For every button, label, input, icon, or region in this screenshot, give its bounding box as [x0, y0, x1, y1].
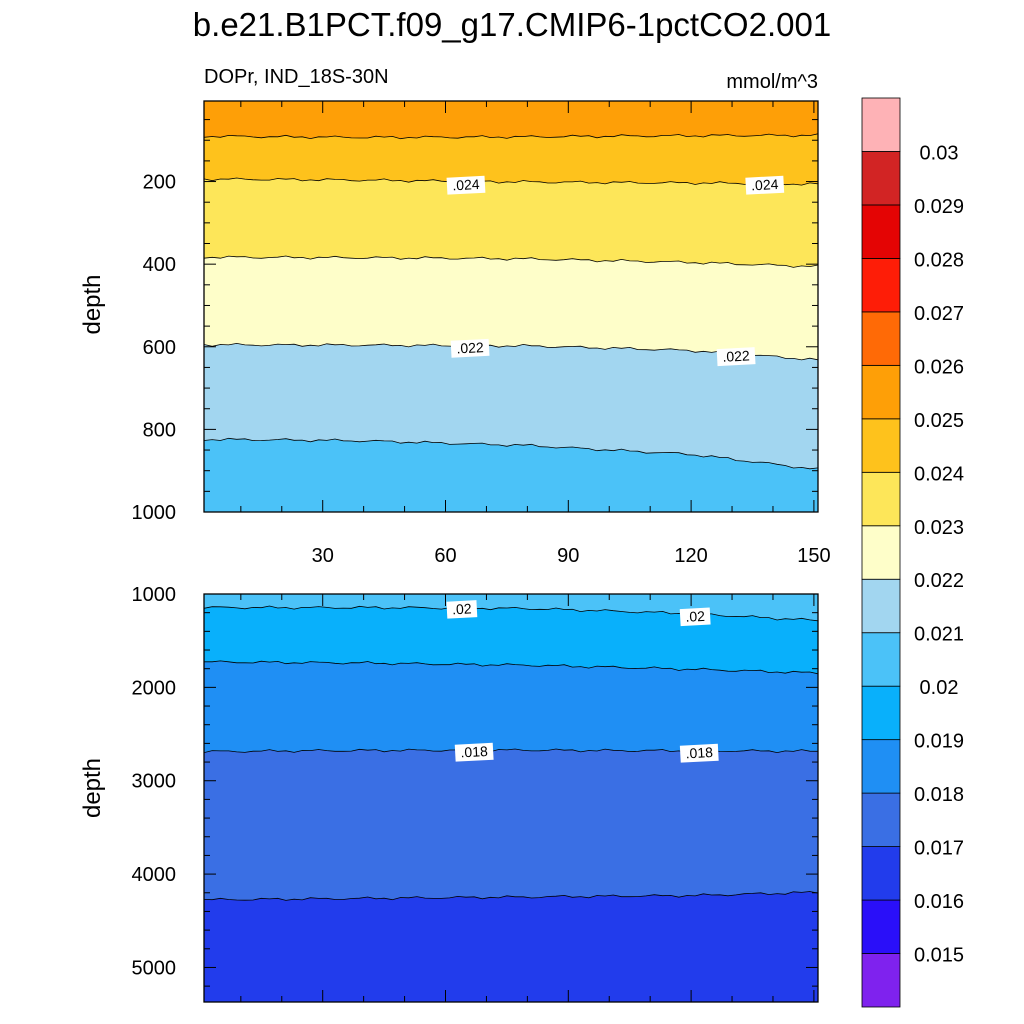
- colorbar-swatch: [861, 258, 901, 313]
- colorbar-swatch: [861, 846, 901, 901]
- contour-label-text: .018: [685, 744, 713, 761]
- x-tick-label: 90: [557, 545, 579, 567]
- y-tick-label: 800: [143, 419, 176, 441]
- colorbar-label: 0.015: [914, 945, 964, 967]
- contour-line-0.017: [204, 891, 818, 901]
- y-tick-label: 2000: [132, 677, 177, 699]
- x-tick-label: 60: [434, 545, 456, 567]
- x-tick-label: 120: [674, 545, 707, 567]
- colorbar-swatch: [861, 792, 901, 847]
- contour-label-text: .024: [452, 176, 480, 193]
- colorbar-label: 0.026: [914, 356, 964, 378]
- y-tick-label: 600: [143, 337, 176, 359]
- contour-label: .022: [450, 338, 490, 358]
- contour-label-box: [716, 347, 756, 367]
- colorbar-swatch: [861, 632, 901, 687]
- lower-panel: .02 .02 .018 .018 1000 2000 3000 4000 5000 depth: [79, 584, 819, 1003]
- y-tick-label: 3000: [132, 771, 177, 793]
- contour-line-0.02: [204, 605, 818, 622]
- contour-label-box: [454, 742, 494, 762]
- contour-label-text: .022: [722, 347, 750, 364]
- fill-band-0.017: [204, 891, 818, 1002]
- contour-label-text: .018: [460, 743, 488, 760]
- fill-band-0.021: [204, 438, 818, 512]
- x-tick-label: 150: [797, 545, 830, 567]
- colorbar-swatch: [861, 899, 901, 954]
- y-tick-label: 5000: [132, 957, 177, 979]
- contour-line-0.021: [204, 437, 818, 470]
- contour-label-box: [446, 175, 486, 195]
- contour-label: .024: [745, 175, 785, 195]
- colorbar-swatch: [861, 311, 901, 366]
- colorbar-swatch: [861, 204, 901, 259]
- plot-frame: [203, 100, 819, 513]
- contour-line-0.023: [204, 255, 818, 268]
- contour-label: .018: [454, 742, 494, 762]
- y-tick-label: 200: [143, 172, 176, 194]
- contour-line-0.019: [204, 660, 818, 675]
- contour-label: .022: [716, 347, 756, 367]
- y-tick-label: 1000: [132, 502, 177, 524]
- upper-panel: .024 .024 .022 .022 200 400 600 800 1000 30 60 90 12…: [79, 100, 831, 567]
- colorbar-label: 0.023: [914, 517, 964, 539]
- contour-label-box: [679, 607, 711, 627]
- plot-area: [204, 594, 818, 1002]
- colorbar-label: 0.028: [914, 249, 964, 271]
- colorbar-swatch: [861, 471, 901, 527]
- y-axis-label: depth: [79, 274, 106, 334]
- plot-area: [204, 101, 818, 512]
- contour-label: .02: [679, 607, 711, 627]
- contour-label-text: .022: [456, 339, 484, 356]
- colorbar-label: 0.022: [914, 570, 964, 592]
- colorbar-label: 0.025: [914, 410, 964, 432]
- colorbar-swatch: [861, 364, 901, 420]
- contour-label-text: .024: [751, 176, 779, 193]
- contour-label-box: [679, 743, 719, 763]
- left-subtitle: DOPr, IND_18S-30N: [204, 66, 389, 88]
- colorbar-swatch: [861, 578, 901, 634]
- colorbar-swatch: [861, 685, 901, 741]
- contour-line-0.024: [204, 177, 818, 186]
- colorbar-label: 0.019: [914, 731, 964, 753]
- colorbar: 0.015 0.016 0.017 0.018 0.019 0.02 0.021 0.022 0…: [861, 97, 964, 1008]
- contour-label-text: .02: [452, 600, 472, 617]
- colorbar-label: 0.027: [914, 303, 964, 325]
- y-tick-label: 4000: [132, 864, 177, 886]
- units-subtitle: mmol/m^3: [726, 71, 818, 93]
- contour-line-0.025: [204, 133, 818, 140]
- colorbar-label: 0.024: [914, 463, 964, 485]
- contour-label: .018: [679, 743, 719, 763]
- colorbar-swatch: [861, 953, 901, 1008]
- colorbar-label: 0.029: [914, 196, 964, 218]
- colorbar-label: 0.021: [914, 624, 964, 646]
- contour-label-text: .02: [685, 608, 705, 625]
- colorbar-label: 0.03: [920, 142, 959, 164]
- contour-label-box: [745, 175, 785, 195]
- colorbar-swatch: [861, 739, 901, 794]
- colorbar-swatch: [861, 97, 901, 152]
- y-tick-label: 400: [143, 254, 176, 276]
- colorbar-swatch: [861, 151, 901, 206]
- colorbar-swatch: [861, 525, 901, 580]
- contour-label-box: [450, 338, 490, 358]
- y-tick-label: 1000: [132, 584, 177, 606]
- contour-label: .02: [446, 600, 478, 619]
- contour-label: .024: [446, 175, 486, 195]
- colorbar-label: 0.02: [920, 677, 959, 699]
- colorbar-label: 0.016: [914, 891, 964, 913]
- colorbar-label: 0.017: [914, 838, 964, 860]
- contour-line-0.022: [204, 342, 818, 361]
- y-axis-label: depth: [79, 758, 106, 818]
- contour-label-box: [446, 600, 478, 619]
- colorbar-swatch: [861, 418, 901, 473]
- plot-frame: [203, 593, 819, 1003]
- colorbar-label: 0.018: [914, 784, 964, 806]
- x-tick-label: 30: [312, 545, 334, 567]
- figure-title: b.e21.B1PCT.f09_g17.CMIP6-1pctCO2.001: [193, 6, 831, 43]
